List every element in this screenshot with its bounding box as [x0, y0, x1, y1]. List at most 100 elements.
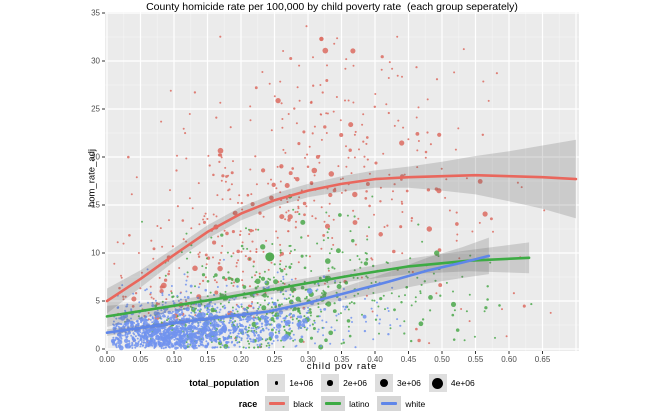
- data-point: [342, 338, 345, 341]
- data-point: [213, 294, 216, 296]
- data-point: [300, 219, 306, 225]
- data-point: [273, 263, 276, 266]
- data-point: [155, 315, 158, 318]
- data-point: [137, 315, 140, 318]
- race-legend-item: latino: [321, 396, 369, 411]
- data-point: [358, 258, 361, 261]
- data-point: [242, 285, 247, 289]
- data-point: [189, 342, 192, 345]
- data-point: [276, 271, 279, 274]
- data-point: [300, 236, 303, 239]
- data-point: [261, 325, 263, 328]
- data-point: [349, 230, 352, 233]
- data-point: [252, 260, 256, 263]
- data-point: [317, 282, 320, 285]
- data-point: [136, 337, 139, 340]
- data-point: [371, 299, 374, 302]
- data-point: [282, 317, 285, 320]
- data-point: [398, 295, 400, 298]
- data-point: [244, 255, 247, 258]
- data-point: [333, 42, 336, 45]
- data-point: [118, 317, 121, 320]
- data-point: [298, 99, 301, 102]
- data-point: [279, 267, 282, 270]
- data-point: [440, 167, 443, 170]
- data-point: [221, 245, 224, 247]
- data-point: [219, 308, 222, 311]
- data-point: [215, 311, 218, 314]
- data-point: [337, 165, 340, 168]
- data-point: [316, 242, 319, 245]
- data-point: [240, 339, 243, 342]
- data-point: [325, 79, 329, 82]
- data-point: [142, 341, 145, 344]
- data-point: [134, 346, 137, 349]
- data-point: [387, 77, 390, 79]
- data-point: [202, 218, 205, 221]
- data-point: [437, 132, 442, 137]
- data-point: [335, 95, 338, 99]
- data-point: [350, 316, 353, 319]
- data-point: [279, 315, 282, 318]
- data-point: [138, 301, 141, 304]
- data-point: [318, 161, 321, 164]
- data-point: [275, 187, 278, 190]
- data-point: [241, 279, 244, 282]
- data-point: [164, 315, 166, 318]
- data-point: [180, 323, 183, 326]
- data-point: [468, 320, 471, 323]
- data-point: [307, 309, 310, 312]
- data-point: [273, 95, 276, 98]
- data-point: [237, 316, 240, 318]
- data-point: [320, 296, 323, 299]
- data-point: [419, 292, 422, 295]
- legend-key-box: [267, 374, 286, 392]
- data-point: [147, 312, 150, 314]
- data-point: [134, 292, 138, 295]
- data-point: [152, 341, 156, 345]
- data-point: [318, 276, 322, 280]
- size-legend-item: 1e+06: [267, 374, 313, 392]
- data-point: [416, 276, 419, 279]
- smooth-line-latino: [105, 256, 531, 318]
- data-point: [387, 111, 390, 115]
- data-point: [282, 275, 285, 278]
- data-point: [260, 244, 266, 250]
- data-point: [130, 193, 133, 196]
- data-point: [365, 142, 368, 145]
- data-point: [132, 292, 135, 295]
- data-point: [169, 341, 172, 344]
- race-legend-row: race black latino white: [239, 396, 425, 411]
- data-point: [273, 320, 276, 323]
- data-point: [188, 113, 191, 115]
- data-point: [255, 278, 261, 285]
- data-point: [196, 332, 199, 335]
- data-point: [226, 251, 229, 254]
- data-point: [209, 319, 213, 323]
- data-point: [152, 257, 155, 260]
- data-point: [376, 314, 379, 317]
- data-point: [181, 219, 185, 222]
- data-point: [197, 286, 200, 289]
- data-point: [306, 288, 313, 294]
- data-point: [278, 331, 281, 335]
- data-point: [305, 311, 308, 314]
- data-point: [137, 340, 140, 343]
- data-point: [231, 306, 234, 309]
- x-tick-label: 0.35: [334, 355, 350, 364]
- data-point: [321, 319, 324, 322]
- data-point: [241, 329, 244, 332]
- data-point: [263, 299, 266, 302]
- data-point: [211, 305, 214, 308]
- data-point: [213, 339, 216, 341]
- x-tick-label: 0.45: [401, 355, 417, 364]
- race-line-swatch-icon: [269, 401, 286, 406]
- data-point: [328, 330, 334, 336]
- data-point: [169, 189, 171, 192]
- data-point: [119, 333, 122, 336]
- data-point: [309, 311, 312, 314]
- x-tick-label: 0.10: [166, 355, 182, 364]
- data-point: [298, 213, 301, 216]
- data-point: [252, 338, 255, 341]
- data-point: [205, 263, 208, 266]
